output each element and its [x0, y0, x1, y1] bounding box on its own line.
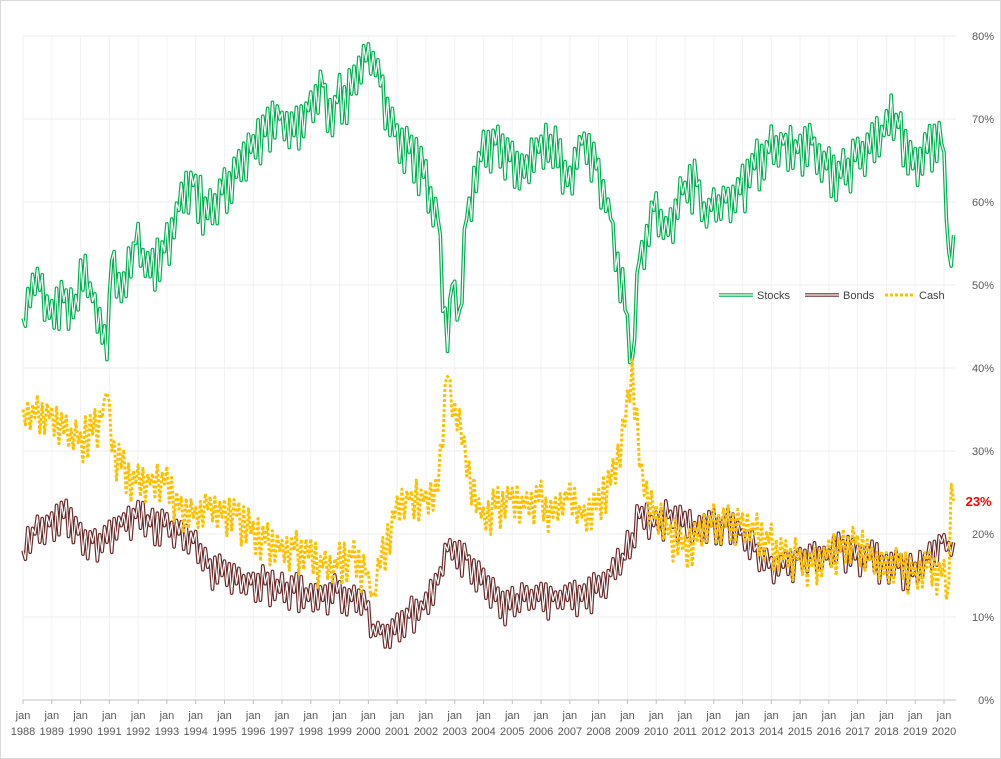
x-tick-label-year: 2010 — [644, 726, 668, 738]
y-tick-label: 30% — [972, 446, 994, 458]
x-tick-label-year: 1992 — [126, 726, 150, 738]
x-tick-label-month: jan — [562, 710, 578, 722]
x-tick-label-year: 1988 — [11, 726, 35, 738]
x-tick-label-month: jan — [533, 710, 549, 722]
x-tick-label-month: jan — [216, 710, 232, 722]
x-tick-label-year: 2012 — [702, 726, 726, 738]
x-tick-label-year: 2019 — [903, 726, 927, 738]
x-tick-label-year: 2014 — [759, 726, 783, 738]
x-tick-label-year: 2007 — [558, 726, 582, 738]
y-tick-label: 60% — [972, 197, 994, 209]
x-tick-label-month: jan — [590, 710, 606, 722]
x-tick-label-year: 2018 — [874, 726, 898, 738]
x-tick-label-year: 1998 — [299, 726, 323, 738]
legend-label: Stocks — [757, 290, 791, 302]
x-tick-label-month: jan — [72, 710, 88, 722]
x-tick-label-month: jan — [187, 710, 203, 722]
x-tick-label-month: jan — [274, 710, 290, 722]
x-tick-label-month: jan — [101, 710, 117, 722]
x-tick-label-month: jan — [619, 710, 635, 722]
x-tick-label-month: jan — [418, 710, 434, 722]
legend-entry-cash: Cash — [885, 290, 945, 302]
legend-label: Cash — [919, 290, 945, 302]
legend-label: Bonds — [843, 290, 875, 302]
y-tick-label: 50% — [972, 280, 994, 292]
series-bonds-line — [21, 498, 956, 650]
legend-entry-bonds: Bonds — [805, 290, 875, 302]
x-tick-label-month: jan — [360, 710, 376, 722]
x-tick-label-year: 1994 — [183, 726, 207, 738]
x-tick-label-month: jan — [878, 710, 894, 722]
y-tick-label: 0% — [978, 695, 994, 707]
series-stocks-line — [21, 42, 956, 365]
x-tick-label-month: jan — [763, 710, 779, 722]
x-tick-label-month: jan — [159, 710, 175, 722]
legend-entry-stocks: Stocks — [719, 290, 791, 302]
series-dotted-stroke — [21, 358, 956, 601]
x-tick-label-year: 1989 — [40, 726, 64, 738]
x-tick-label-month: jan — [504, 710, 520, 722]
x-tick-label-month: jan — [43, 710, 59, 722]
x-tick-label-month: jan — [792, 710, 808, 722]
x-tick-label-year: 2006 — [529, 726, 553, 738]
x-tick-label-year: 2008 — [586, 726, 610, 738]
x-tick-label-month: jan — [475, 710, 491, 722]
x-tick-label-year: 2017 — [845, 726, 869, 738]
x-tick-label-year: 1997 — [270, 726, 294, 738]
x-tick-label-year: 1995 — [212, 726, 236, 738]
x-tick-label-year: 2003 — [442, 726, 466, 738]
x-tick-label-month: jan — [734, 710, 750, 722]
last-value-annotation: 23% — [966, 494, 992, 509]
x-tick-label-year: 2020 — [932, 726, 956, 738]
series-inner-stroke — [22, 43, 955, 364]
x-tick-label-month: jan — [677, 710, 693, 722]
x-tick-label-month: jan — [130, 710, 146, 722]
x-tick-label-year: 1991 — [97, 726, 121, 738]
x-tick-label-year: 1996 — [241, 726, 265, 738]
x-tick-label-month: jan — [446, 710, 462, 722]
axes: 0% 10% 20% 30% 40% 50% 60% 70% 80% jan 1988 jan 1989… — [11, 31, 994, 738]
x-tick-label-month: jan — [389, 710, 405, 722]
series-outer-stroke — [21, 42, 956, 365]
gridlines — [22, 35, 956, 701]
y-tick-label: 70% — [972, 114, 994, 126]
x-tick-label-year: 2013 — [730, 726, 754, 738]
legend: Stocks Bonds Cash — [719, 290, 945, 302]
x-tick-label-month: jan — [821, 710, 837, 722]
x-tick-label-month: jan — [907, 710, 923, 722]
y-tick-label: 20% — [972, 529, 994, 541]
y-tick-label: 40% — [972, 363, 994, 375]
x-tick-label-year: 2009 — [615, 726, 639, 738]
x-tick-label-month: jan — [705, 710, 721, 722]
x-tick-label-month: jan — [245, 710, 261, 722]
annotations: 23% — [966, 494, 992, 509]
x-tick-label-year: 2011 — [673, 726, 697, 738]
x-tick-label-year: 1990 — [68, 726, 92, 738]
series-outer-stroke — [21, 498, 956, 650]
x-tick-label-month: jan — [648, 710, 664, 722]
x-tick-label-month: jan — [849, 710, 865, 722]
x-tick-label-year: 2004 — [471, 726, 495, 738]
series-lines — [21, 42, 956, 650]
x-tick-label-year: 1999 — [327, 726, 351, 738]
x-tick-label-month: jan — [302, 710, 318, 722]
x-tick-label-month: jan — [936, 710, 952, 722]
x-tick-label-year: 1993 — [155, 726, 179, 738]
x-tick-label-year: 2015 — [788, 726, 812, 738]
series-cash-line — [21, 358, 956, 601]
y-tick-label: 10% — [972, 612, 994, 624]
x-tick-label-year: 2001 — [385, 726, 409, 738]
x-tick-label-year: 2005 — [500, 726, 524, 738]
x-tick-label-year: 2002 — [414, 726, 438, 738]
x-tick-label-month: jan — [15, 710, 31, 722]
x-tick-label-year: 2000 — [356, 726, 380, 738]
y-tick-label: 80% — [972, 31, 994, 43]
x-tick-label-year: 2016 — [817, 726, 841, 738]
x-tick-label-month: jan — [331, 710, 347, 722]
